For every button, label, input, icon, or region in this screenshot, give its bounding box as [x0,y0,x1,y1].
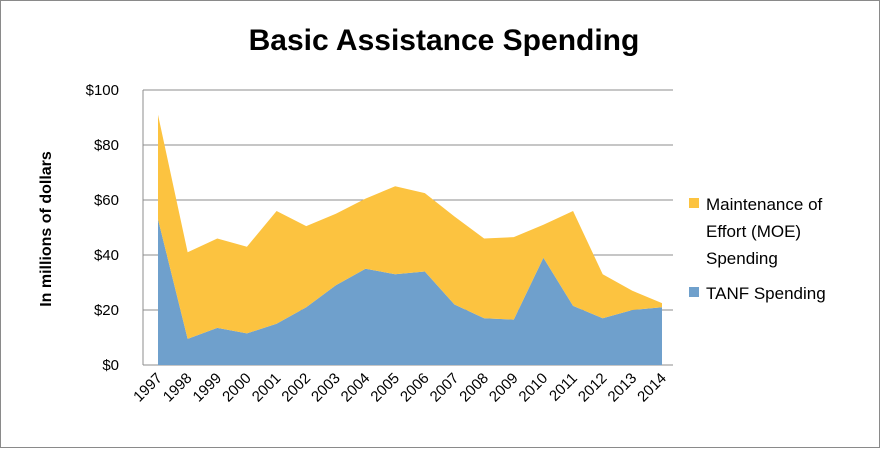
x-tick-label: 1998 [160,370,196,406]
x-tick-label: 2004 [338,370,374,406]
y-tick-label: $80 [94,137,119,154]
x-axis-ticks: 1997199819992000200120022003200420052006… [130,370,670,406]
x-tick-label: 2003 [308,370,344,406]
legend-label-moe: Spending [706,249,778,268]
y-tick-label: $60 [94,192,119,209]
x-tick-label: 2000 [219,370,255,406]
legend-swatch-tanf [689,287,699,297]
y-axis-label: In millions of dollars [38,151,55,307]
legend-swatch-moe [689,198,699,208]
x-tick-label: 2011 [546,370,581,405]
legend-label-moe: Effort (MOE) [706,222,801,241]
x-tick-label: 1997 [130,370,166,406]
area-series-tanf [158,219,662,365]
x-tick-label: 2010 [516,370,552,406]
plot-areas [158,114,662,365]
x-tick-label: 2014 [634,370,670,406]
x-tick-label: 2005 [367,370,403,406]
x-tick-label: 2007 [427,370,463,406]
x-tick-label: 1999 [190,370,226,406]
x-tick-label: 2013 [605,370,641,406]
x-tick-label: 2009 [486,370,522,406]
legend-label-moe: Maintenance of [706,195,823,214]
x-tick-label: 2001 [249,370,285,406]
x-tick-label: 2012 [575,370,611,406]
y-tick-label: $40 [94,247,119,264]
area-series-moe [158,114,662,339]
y-axis-ticks: $0 $20 $40 $60 $80 $100 [86,82,119,374]
x-tick-label: 2006 [397,370,433,406]
x-tick-label: 2002 [278,370,314,406]
y-tick-label: $100 [86,82,119,99]
chart-title: Basic Assistance Spending [249,24,640,57]
legend: Maintenance of Effort (MOE) Spending TANF S… [689,195,826,303]
x-tick-label: 2008 [456,370,492,406]
y-tick-label: $20 [94,302,119,319]
y-tick-label: $0 [102,357,119,374]
legend-label-tanf: TANF Spending [706,284,826,303]
